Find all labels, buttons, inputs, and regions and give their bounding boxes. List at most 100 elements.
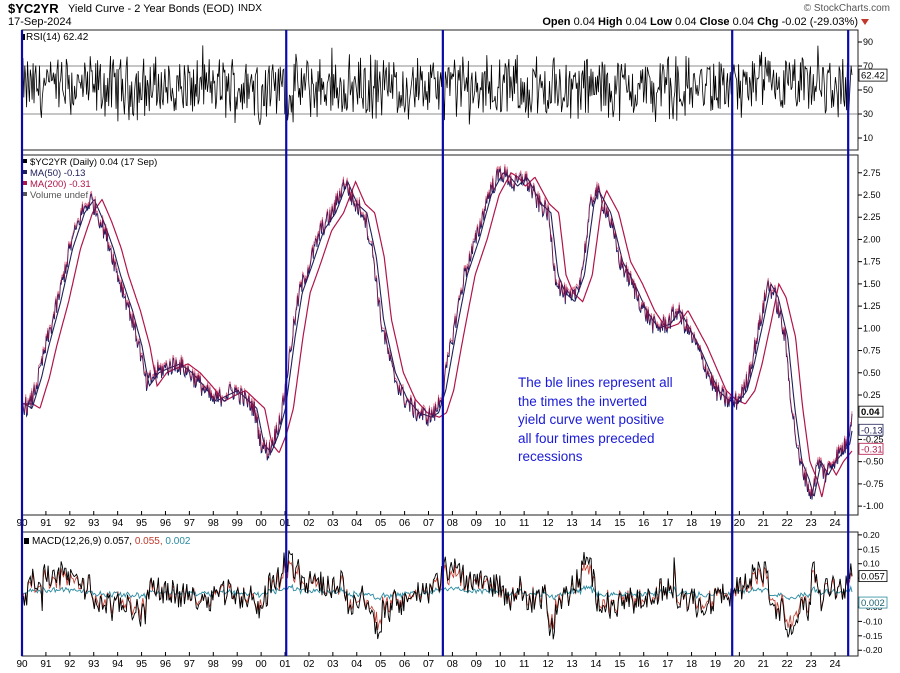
macd-x-tick-label: 24 bbox=[829, 659, 841, 670]
macd-x-tick-label: 08 bbox=[447, 659, 459, 670]
price-last-value-label: 0.04 bbox=[861, 407, 880, 418]
chart-description: Yield Curve - 2 Year Bonds (EOD) bbox=[68, 3, 234, 15]
macd-x-tick-label: 13 bbox=[566, 659, 578, 670]
low-value: 0.04 bbox=[675, 16, 697, 28]
close-label: Close bbox=[699, 16, 730, 28]
macd-tick-label: 0.15 bbox=[863, 544, 880, 554]
macd-legend-part: 0.002 bbox=[163, 536, 191, 547]
macd-x-tick-label: 16 bbox=[638, 659, 650, 670]
macd-x-tick-label: 04 bbox=[351, 659, 363, 670]
price-tick-label: 0.25 bbox=[863, 390, 881, 400]
macd-last-value-box bbox=[858, 570, 888, 583]
macd-x-tick-label: 22 bbox=[782, 659, 794, 670]
price-x-tick-label: 16 bbox=[638, 518, 650, 529]
price-tick-label: 0.50 bbox=[863, 368, 881, 378]
price-x-tick-label: 12 bbox=[543, 518, 555, 529]
macd-legend-part: 0.055, bbox=[132, 536, 163, 547]
macd-x-tick-label: 19 bbox=[710, 659, 722, 670]
price-tick-label: 1.00 bbox=[863, 323, 881, 333]
macd-x-tick-label: 17 bbox=[662, 659, 674, 670]
rsi-tick-label: 50 bbox=[863, 85, 873, 95]
ohlc-readout: Open 0.04 High 0.04 Low 0.04 Close 0.04 … bbox=[542, 16, 858, 28]
macd-line bbox=[21, 550, 853, 640]
ma200-line bbox=[22, 172, 853, 498]
macd-legend: MACD(12,26,9) 0.057, 0.055, 0.002 bbox=[32, 536, 191, 547]
macd-x-tick-label: 02 bbox=[303, 659, 315, 670]
macd-x-tick-label: 20 bbox=[734, 659, 746, 670]
price-x-tick-label: 04 bbox=[351, 518, 363, 529]
open-label: Open bbox=[542, 16, 571, 28]
macd-x-tick-label: 92 bbox=[64, 659, 76, 670]
low-label: Low bbox=[650, 16, 673, 28]
macd-x-tick-label: 97 bbox=[184, 659, 196, 670]
price-x-tick-label: 08 bbox=[447, 518, 459, 529]
annotation-text: The ble lines represent all the times th… bbox=[518, 375, 673, 465]
rsi-tick-label: 70 bbox=[863, 61, 873, 71]
price-x-tick-label: 22 bbox=[782, 518, 794, 529]
macd-x-tick-label: 18 bbox=[686, 659, 698, 670]
price-tick-label: 2.00 bbox=[863, 234, 881, 244]
macd-x-tick-label: 91 bbox=[40, 659, 52, 670]
price-legend-entry: Volume undef bbox=[30, 190, 88, 201]
price-tick-label: -0.25 bbox=[863, 434, 884, 444]
macd-histogram-line bbox=[21, 583, 853, 601]
macd-tick-label: -0.15 bbox=[863, 631, 883, 641]
price-x-tick-label: 97 bbox=[184, 518, 196, 529]
price-tick-label: -1.00 bbox=[863, 501, 884, 511]
price-legend-marker bbox=[23, 192, 27, 196]
price-tick-label: 2.50 bbox=[863, 190, 881, 200]
macd-x-tick-label: 09 bbox=[471, 659, 483, 670]
macd-x-tick-label: 00 bbox=[256, 659, 268, 670]
macd-x-tick-label: 15 bbox=[614, 659, 626, 670]
price-x-tick-label: 92 bbox=[64, 518, 76, 529]
price-last-value-box bbox=[858, 405, 884, 418]
price-x-tick-label: 94 bbox=[112, 518, 124, 529]
price-tick-label: 2.75 bbox=[863, 168, 881, 178]
chg-value: -0.02 (-29.03%) bbox=[781, 16, 858, 28]
price-x-tick-label: 00 bbox=[256, 518, 268, 529]
rsi-tick-label: 10 bbox=[863, 133, 873, 143]
price-x-tick-label: 19 bbox=[710, 518, 722, 529]
macd-x-tick-label: 23 bbox=[806, 659, 818, 670]
price-x-tick-label: 03 bbox=[327, 518, 339, 529]
rsi-line bbox=[21, 45, 853, 126]
rsi-legend-marker bbox=[22, 34, 25, 40]
macd-x-tick-label: 21 bbox=[758, 659, 770, 670]
macd-x-tick-label: 11 bbox=[519, 659, 530, 670]
macd-signal-line bbox=[21, 559, 853, 630]
macd-tick-label: 0.10 bbox=[863, 559, 880, 569]
price-last-value-label: -0.13 bbox=[861, 425, 883, 436]
macd-x-tick-label: 94 bbox=[112, 659, 124, 670]
brand-label: © StockCharts.com bbox=[803, 3, 890, 14]
price-x-tick-label: 95 bbox=[136, 518, 148, 529]
close-value: 0.04 bbox=[732, 16, 755, 28]
price-bar-highlight bbox=[21, 164, 853, 497]
price-tick-label: -0.50 bbox=[863, 457, 884, 467]
high-value: 0.04 bbox=[625, 16, 647, 28]
price-last-value-box bbox=[858, 423, 884, 436]
chart-date: 17-Sep-2024 bbox=[8, 16, 72, 28]
macd-tick-label: -0.20 bbox=[863, 645, 883, 655]
macd-x-tick-label: 90 bbox=[16, 659, 28, 670]
price-legend-entry: $YC2YR (Daily) 0.04 (17 Sep) bbox=[30, 157, 157, 168]
rsi-last-value-label: 62.42 bbox=[861, 71, 885, 82]
price-tick-label: -0.75 bbox=[863, 479, 884, 489]
price-legend-marker bbox=[23, 159, 27, 163]
macd-x-tick-label: 99 bbox=[232, 659, 244, 670]
price-x-tick-label: 93 bbox=[88, 518, 100, 529]
price-x-tick-label: 07 bbox=[423, 518, 435, 529]
price-x-tick-label: 23 bbox=[806, 518, 818, 529]
rsi-legend: RSI(14) 62.42 bbox=[26, 32, 89, 43]
price-x-tick-label: 24 bbox=[829, 518, 841, 529]
down-arrow-icon bbox=[861, 19, 869, 25]
rsi-tick-label: 30 bbox=[863, 109, 873, 119]
high-label: High bbox=[598, 16, 623, 28]
macd-last-value-label: 0.057 bbox=[861, 572, 885, 583]
macd-x-tick-label: 12 bbox=[543, 659, 555, 670]
exchange-label: INDX bbox=[238, 3, 262, 14]
open-value: 0.04 bbox=[573, 16, 595, 28]
price-last-value-box bbox=[858, 442, 884, 455]
price-x-tick-label: 96 bbox=[160, 518, 172, 529]
macd-tick-label: 0.20 bbox=[863, 530, 880, 540]
